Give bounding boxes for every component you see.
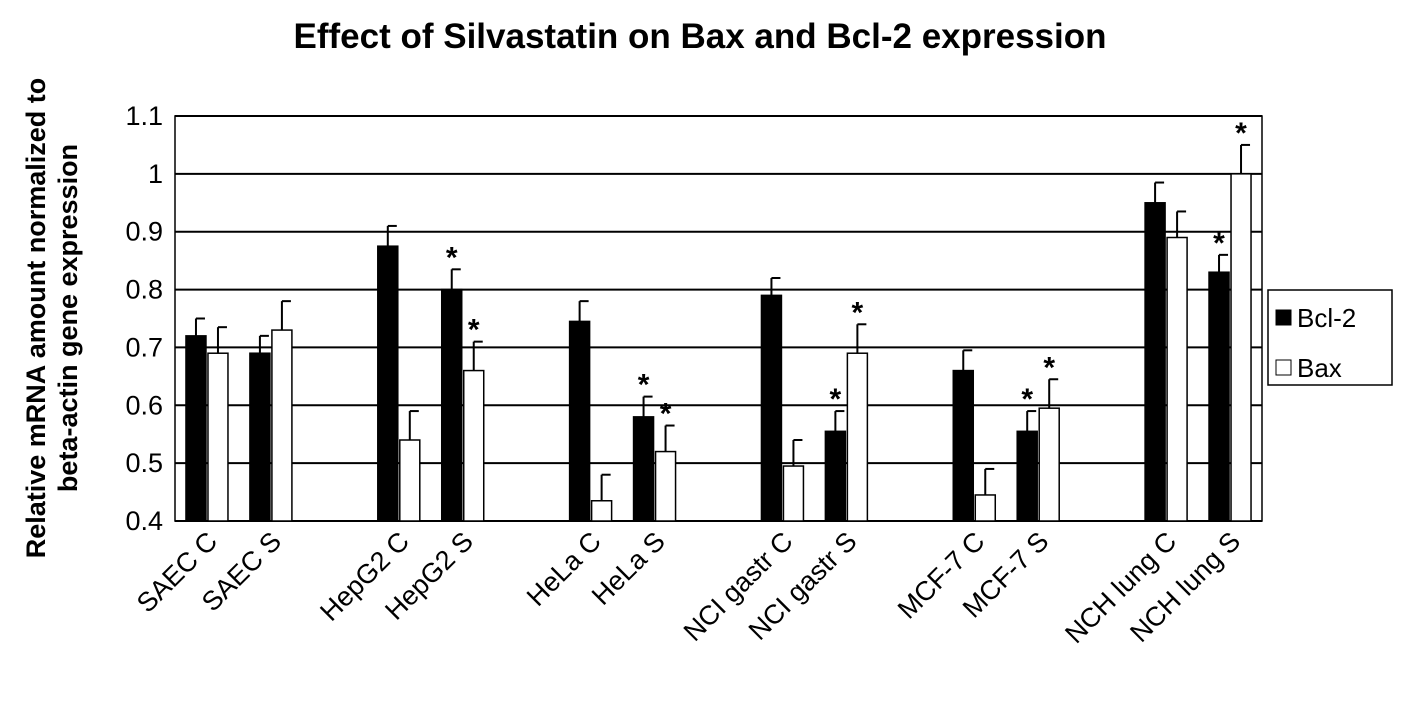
bar-bcl-2 <box>632 416 655 522</box>
legend-label-bax: Bax <box>1297 353 1342 383</box>
y-axis-label-line-2: beta-actin gene expression <box>53 144 83 492</box>
bar-bcl-2 <box>1208 271 1230 522</box>
bar-bcl-2 <box>249 352 271 522</box>
bar-bcl-2 <box>760 294 783 522</box>
bar-bcl-2 <box>824 430 847 522</box>
significance-marker: * <box>468 314 480 347</box>
bar-bax <box>654 450 677 522</box>
bar-bax <box>207 352 229 522</box>
bar-bcl-2 <box>568 320 591 522</box>
bar-bax <box>1166 236 1188 522</box>
y-tick-label: 0.9 <box>125 217 163 247</box>
bar-bcl-2 <box>952 369 975 522</box>
significance-marker: * <box>1021 383 1033 416</box>
bar-bax <box>399 439 421 522</box>
plot-area <box>174 115 1263 522</box>
y-tick-label: 0.6 <box>125 390 163 420</box>
significance-marker: * <box>830 383 842 416</box>
y-tick-label: 1 <box>148 159 163 189</box>
legend-label-bcl2: Bcl-2 <box>1297 303 1356 333</box>
significance-marker: * <box>1043 351 1055 384</box>
significance-marker: * <box>1235 117 1247 150</box>
significance-marker: * <box>852 296 864 329</box>
y-tick-label: 0.8 <box>125 275 163 305</box>
significance-marker: * <box>638 369 650 402</box>
bar-bax <box>1230 173 1252 522</box>
significance-marker: * <box>446 241 458 274</box>
significance-marker: * <box>660 398 672 431</box>
significance-marker: * <box>1213 227 1225 260</box>
legend-swatch-bax <box>1275 359 1292 376</box>
y-tick-label: 0.7 <box>125 332 163 362</box>
y-tick-label: 1.1 <box>125 101 163 131</box>
bar-bax <box>271 329 293 522</box>
y-axis-label-line-1: Relative mRNA amount normalized to <box>21 78 51 559</box>
y-tick-label: 0.4 <box>125 506 163 536</box>
x-tick-label: HeLa S <box>586 526 671 611</box>
bar-bax <box>846 352 869 522</box>
y-tick-label: 0.5 <box>125 448 163 478</box>
bar-bax <box>462 369 485 522</box>
legend-swatch-bcl2 <box>1275 309 1292 326</box>
bar-bcl-2 <box>1016 430 1038 522</box>
bar-bax <box>782 465 805 522</box>
bar-bcl-2 <box>377 245 399 522</box>
bar-bax <box>590 500 613 522</box>
bar-bcl-2 <box>440 288 463 522</box>
bar-bax <box>1038 407 1060 522</box>
legend: Bcl-2 Bax <box>1267 289 1393 386</box>
chart-title: Effect of Silvastatin on Bax and Bcl-2 e… <box>294 17 1107 56</box>
bar-bcl-2 <box>185 335 207 522</box>
bar-bax <box>974 494 997 522</box>
bar-bcl-2 <box>1144 202 1166 522</box>
